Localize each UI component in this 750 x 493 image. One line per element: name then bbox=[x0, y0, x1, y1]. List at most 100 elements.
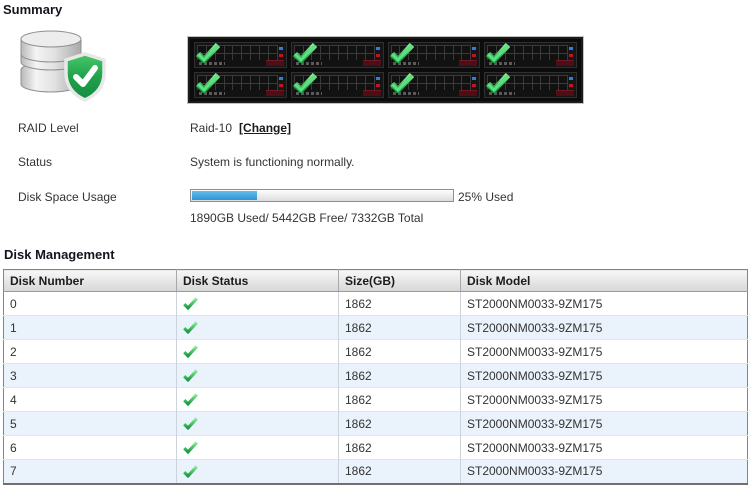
bay-label-dashes bbox=[489, 62, 516, 65]
check-ok-icon bbox=[183, 297, 198, 310]
bay-grille-cell bbox=[462, 84, 471, 91]
bay-grille-cell bbox=[365, 46, 374, 53]
bay-grille-cell bbox=[435, 46, 444, 53]
bay-grille-cell bbox=[365, 54, 374, 61]
bay-grille-cell bbox=[339, 76, 347, 83]
disk-status-cell bbox=[176, 339, 339, 364]
bay-grille-cell bbox=[268, 46, 277, 53]
table-row: 7 1862 ST2000NM0033-9ZM175 bbox=[3, 459, 748, 484]
bay-grille-cell bbox=[409, 46, 418, 53]
bay-grille-cell bbox=[514, 84, 523, 91]
bay-grille-cell bbox=[215, 46, 224, 53]
bay-grille-cell bbox=[330, 54, 339, 61]
bay-grille-cell bbox=[242, 84, 251, 91]
bay-grille-cell bbox=[400, 84, 409, 91]
disk-size-cell: 1862 bbox=[338, 291, 461, 316]
disk-status-cell bbox=[176, 363, 339, 388]
bay-label-dashes bbox=[295, 92, 322, 95]
bay-grille-cell bbox=[321, 54, 330, 61]
table-row: 6 1862 ST2000NM0033-9ZM175 bbox=[3, 435, 748, 460]
table-header: Disk Number Disk Status Size(GB) Disk Model bbox=[3, 269, 748, 292]
red-led bbox=[569, 84, 573, 87]
red-led bbox=[278, 54, 283, 57]
bay-grille-cell bbox=[559, 46, 567, 53]
bay-grille-cell bbox=[488, 76, 497, 83]
disk-model-cell: ST2000NM0033-9ZM175 bbox=[460, 435, 748, 460]
disk-size-cell: 1862 bbox=[338, 387, 461, 412]
bay-grille-cell bbox=[321, 46, 330, 53]
disk-model-cell: ST2000NM0033-9ZM175 bbox=[460, 411, 748, 436]
bay-grille-cell bbox=[559, 54, 567, 61]
bay-grille-cell bbox=[391, 76, 400, 83]
bay-grille-cell bbox=[312, 54, 321, 61]
check-icon bbox=[292, 42, 317, 65]
bay-grille-cell bbox=[242, 46, 251, 53]
bay-grille-cell bbox=[303, 54, 312, 61]
bay-grille-cell bbox=[347, 54, 356, 61]
disk-number-cell: 0 bbox=[3, 291, 177, 316]
bay-grille-cell bbox=[444, 46, 453, 53]
bay-grille-cell bbox=[198, 76, 206, 83]
table-row: 3 1862 ST2000NM0033-9ZM175 bbox=[3, 363, 748, 388]
bay-grille-cell bbox=[268, 84, 277, 91]
disk-model-cell: ST2000NM0033-9ZM175 bbox=[460, 387, 748, 412]
bay-grille-cell bbox=[312, 46, 321, 53]
bay-grille-cell bbox=[268, 76, 277, 83]
bay-eject-latch bbox=[556, 90, 574, 96]
bay-label-strip bbox=[487, 60, 574, 66]
disk-model-cell: ST2000NM0033-9ZM175 bbox=[460, 459, 748, 484]
bay-grille-cell bbox=[365, 84, 374, 91]
disk-usage-percent-text: 25% Used bbox=[458, 190, 514, 204]
bay-label-strip bbox=[390, 60, 478, 66]
bay-grille-cell bbox=[356, 46, 365, 53]
raid-change-link[interactable]: [Change] bbox=[239, 121, 292, 135]
bay-grille-cell bbox=[251, 84, 260, 91]
check-ok-icon bbox=[183, 321, 198, 334]
bay-grille-cell bbox=[541, 46, 550, 53]
bay-grille-cell bbox=[321, 76, 330, 83]
bay-label-strip bbox=[293, 90, 381, 96]
disk-number-cell: 1 bbox=[3, 315, 177, 340]
red-led bbox=[375, 54, 380, 57]
bay-grille-cell bbox=[550, 46, 559, 53]
disk-model-cell: ST2000NM0033-9ZM175 bbox=[460, 291, 748, 316]
blue-led bbox=[569, 77, 573, 80]
bay-eject-latch bbox=[362, 60, 381, 66]
bay-grille-cell bbox=[206, 54, 215, 61]
disk-status-cell bbox=[176, 315, 339, 340]
disk-usage-detail-text: 1890GB Used/ 5442GB Free/ 7332GB Total bbox=[190, 211, 424, 225]
check-ok-icon bbox=[183, 393, 198, 406]
bay-grille-cell bbox=[347, 84, 356, 91]
bay-grille-cell bbox=[339, 84, 347, 91]
bay-grille-cell bbox=[418, 76, 426, 83]
drive-bay bbox=[194, 72, 287, 98]
drive-bay bbox=[290, 72, 384, 98]
disk-size-cell: 1862 bbox=[338, 315, 461, 340]
disk-number-cell: 7 bbox=[3, 459, 177, 484]
bay-grille-cell bbox=[532, 46, 541, 53]
bay-grille-cell bbox=[523, 54, 532, 61]
bay-grille-cell bbox=[242, 76, 251, 83]
check-icon bbox=[292, 72, 317, 95]
check-icon bbox=[486, 42, 511, 65]
column-header-disk-model: Disk Model bbox=[460, 269, 748, 292]
bay-grille-cell bbox=[294, 76, 303, 83]
disk-usage-progress-bar bbox=[190, 189, 454, 202]
bay-eject-latch bbox=[362, 90, 381, 96]
column-header-size-gb-: Size(GB) bbox=[338, 269, 461, 292]
bay-grille-cell bbox=[418, 84, 426, 91]
check-ok-icon bbox=[183, 465, 198, 478]
bay-label-dashes bbox=[489, 92, 516, 95]
bay-label-strip bbox=[487, 90, 574, 96]
bay-grille-cell bbox=[514, 46, 523, 53]
bay-grille-cell bbox=[268, 54, 277, 61]
table-row: 4 1862 ST2000NM0033-9ZM175 bbox=[3, 387, 748, 412]
disk-usage-progress-fill bbox=[192, 191, 257, 200]
bay-eject-latch bbox=[265, 90, 284, 96]
bay-grille-cell bbox=[550, 84, 559, 91]
bay-grille-cell bbox=[505, 84, 514, 91]
bay-grille-cell bbox=[330, 84, 339, 91]
bay-grille-cell bbox=[462, 76, 471, 83]
check-icon bbox=[195, 72, 221, 95]
